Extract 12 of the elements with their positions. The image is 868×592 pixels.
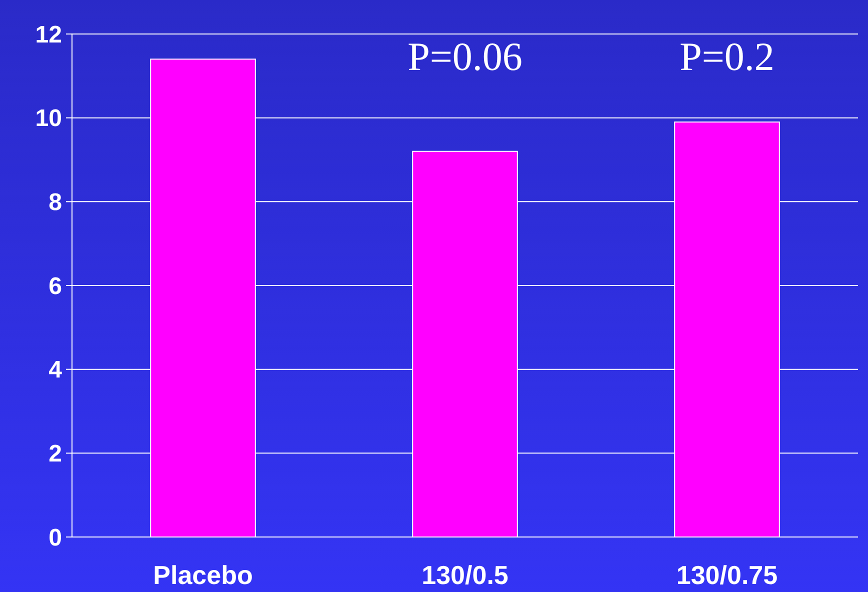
y-tick-label: 4 (48, 356, 63, 384)
y-tick-label: 12 (35, 21, 62, 48)
y-tick-label: 8 (48, 189, 62, 216)
y-tick-label: 6 (48, 272, 62, 300)
x-tick-label: 130/0.75 (676, 560, 778, 590)
annotation: P=0.06 (408, 34, 522, 79)
x-tick-label: Placebo (153, 560, 253, 590)
y-tick-label: 10 (35, 105, 62, 132)
annotation: P=0.2 (680, 34, 774, 79)
y-tick-label: 2 (48, 440, 62, 468)
y-tick-label: 0 (48, 524, 62, 552)
x-tick-label: 130/0.5 (422, 560, 508, 590)
